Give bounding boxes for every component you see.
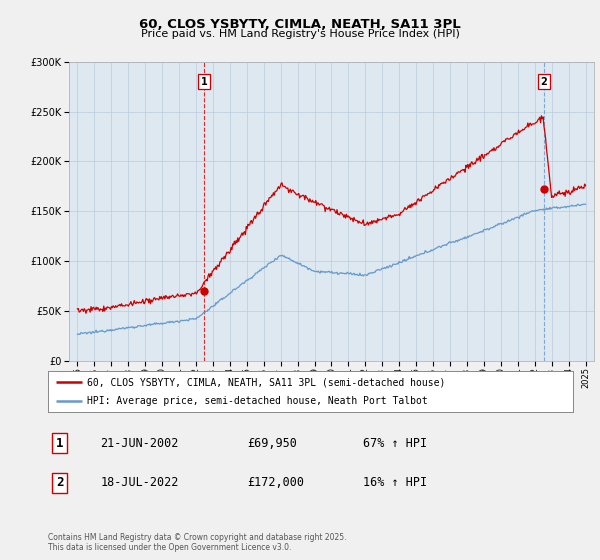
- Text: Contains HM Land Registry data © Crown copyright and database right 2025.: Contains HM Land Registry data © Crown c…: [48, 533, 347, 542]
- Text: £172,000: £172,000: [248, 477, 305, 489]
- Text: 60, CLOS YSBYTY, CIMLA, NEATH, SA11 3PL (semi-detached house): 60, CLOS YSBYTY, CIMLA, NEATH, SA11 3PL …: [88, 377, 446, 387]
- Text: Price paid vs. HM Land Registry's House Price Index (HPI): Price paid vs. HM Land Registry's House …: [140, 29, 460, 39]
- Text: 2: 2: [56, 477, 64, 489]
- Text: 2: 2: [541, 77, 547, 87]
- Text: 1: 1: [56, 437, 64, 450]
- Text: This data is licensed under the Open Government Licence v3.0.: This data is licensed under the Open Gov…: [48, 543, 292, 552]
- Point: [199, 287, 209, 296]
- Text: HPI: Average price, semi-detached house, Neath Port Talbot: HPI: Average price, semi-detached house,…: [88, 396, 428, 405]
- Point: [539, 185, 548, 194]
- Text: 1: 1: [200, 77, 208, 87]
- Text: 18-JUL-2022: 18-JUL-2022: [101, 477, 179, 489]
- Text: £69,950: £69,950: [248, 437, 298, 450]
- Text: 67% ↑ HPI: 67% ↑ HPI: [363, 437, 427, 450]
- Text: 21-JUN-2002: 21-JUN-2002: [101, 437, 179, 450]
- Text: 60, CLOS YSBYTY, CIMLA, NEATH, SA11 3PL: 60, CLOS YSBYTY, CIMLA, NEATH, SA11 3PL: [139, 18, 461, 31]
- Text: 16% ↑ HPI: 16% ↑ HPI: [363, 477, 427, 489]
